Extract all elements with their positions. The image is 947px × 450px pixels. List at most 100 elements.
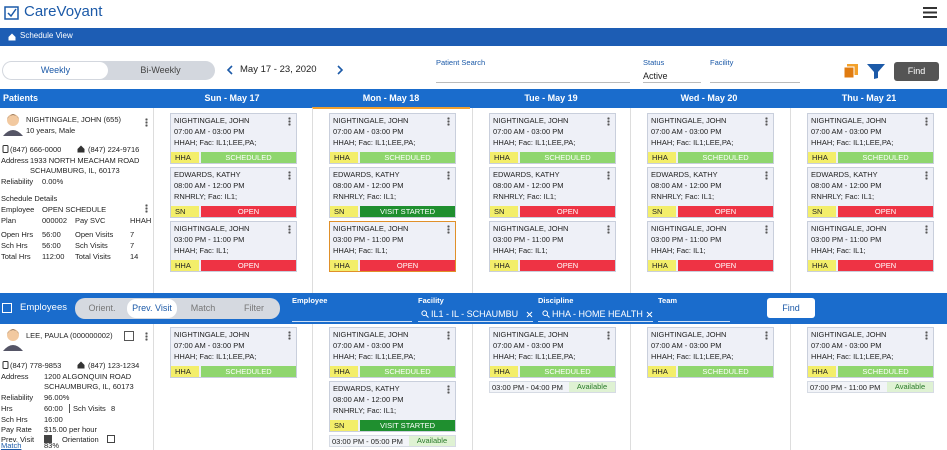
visit-card[interactable]: NIGHTINGALE, JOHN 07:00 AM - 03:00 PM HHAH… <box>807 113 934 164</box>
prev-visit-checkbox[interactable] <box>44 435 52 443</box>
more-menu[interactable] <box>145 332 148 341</box>
more-menu[interactable] <box>925 331 928 340</box>
field-label: Reliability <box>1 177 34 186</box>
find-button[interactable]: Find <box>894 62 939 81</box>
view-tab[interactable]: Bi-Weekly <box>140 65 181 75</box>
menu-icon[interactable] <box>922 6 938 19</box>
visit-info: RNHRLY; Fac: IL1; <box>493 192 557 201</box>
facility-value[interactable]: IL1 - IL - SCHAUMBU <box>431 309 519 319</box>
visit-info: HHAH; Fac: IL1;LEE,PA; <box>174 138 257 147</box>
column-divider <box>312 108 313 293</box>
more-menu[interactable] <box>447 117 450 126</box>
column-divider <box>472 324 473 450</box>
visit-card[interactable]: NIGHTINGALE, JOHN 07:00 AM - 03:00 PM HHAH… <box>807 327 934 378</box>
visit-time: 07:00 AM - 03:00 PM <box>811 127 882 136</box>
visit-card[interactable]: NIGHTINGALE, JOHN 03:00 PM - 11:00 PM HHAH… <box>807 221 934 272</box>
section-title: Employees <box>20 302 67 313</box>
employee-field[interactable] <box>292 321 412 322</box>
visit-card[interactable]: NIGHTINGALE, JOHN 07:00 AM - 03:00 PM HHAH… <box>170 113 297 164</box>
more-menu[interactable] <box>288 331 291 340</box>
more-menu[interactable] <box>288 225 291 234</box>
date-range: May 17 - 23, 2020 <box>240 64 317 75</box>
home-icon <box>77 361 85 369</box>
status-value[interactable]: Active <box>643 71 668 81</box>
discipline: HHA <box>171 366 199 377</box>
search-field[interactable] <box>436 82 630 83</box>
more-menu[interactable] <box>447 171 450 180</box>
view-tab[interactable]: Weekly <box>3 62 108 79</box>
employee-tab[interactable]: Match <box>190 303 216 313</box>
availability[interactable]: 03:00 PM - 04:00 PM Available <box>489 381 616 393</box>
column-divider <box>630 324 631 450</box>
visit-card[interactable]: NIGHTINGALE, JOHN 07:00 AM - 03:00 PM HHAH… <box>489 113 616 164</box>
discipline: HHA <box>808 152 836 163</box>
visit-name: EDWARDS, KATHY <box>811 170 878 179</box>
visit-card[interactable]: EDWARDS, KATHY 08:00 AM - 12:00 PM RNHRLY;… <box>329 381 456 432</box>
employee-checkbox[interactable] <box>2 303 12 313</box>
employee-tab[interactable]: Orient. <box>88 303 116 313</box>
visit-card[interactable]: EDWARDS, KATHY 08:00 AM - 12:00 PM RNHRLY;… <box>647 167 774 218</box>
employee-tab[interactable]: Filter <box>244 303 264 313</box>
detail-value: 112:00 <box>42 252 65 261</box>
visit-card[interactable]: EDWARDS, KATHY 08:00 AM - 12:00 PM RNHRLY;… <box>489 167 616 218</box>
more-menu[interactable] <box>447 225 450 234</box>
more-menu[interactable] <box>925 171 928 180</box>
more-menu[interactable] <box>765 331 768 340</box>
visit-card[interactable]: NIGHTINGALE, JOHN 07:00 AM - 03:00 PM HHAH… <box>489 327 616 378</box>
discipline-value[interactable]: HHA - HOME HEALTH <box>552 309 643 319</box>
visit-card[interactable]: NIGHTINGALE, JOHN 03:00 PM - 11:00 PM HHAH… <box>329 221 456 272</box>
match-link[interactable]: Match <box>1 441 22 450</box>
avatar <box>2 327 24 351</box>
visit-card[interactable]: NIGHTINGALE, JOHN 07:00 AM - 03:00 PM HHAH… <box>647 327 774 378</box>
orientation-checkbox[interactable] <box>107 435 115 443</box>
visit-card[interactable]: NIGHTINGALE, JOHN 03:00 PM - 11:00 PM HHAH… <box>647 221 774 272</box>
more-menu[interactable] <box>145 204 148 213</box>
detail-label: Plan <box>1 216 17 225</box>
discipline: SN <box>330 206 358 217</box>
more-menu[interactable] <box>765 117 768 126</box>
availability[interactable]: 07:00 PM - 11:00 PM Available <box>807 381 934 393</box>
visit-card[interactable]: EDWARDS, KATHY 08:00 AM - 12:00 PM RNHRLY;… <box>170 167 297 218</box>
more-menu[interactable] <box>447 385 450 394</box>
more-menu[interactable] <box>447 331 450 340</box>
more-menu[interactable] <box>607 225 610 234</box>
copy-icon[interactable] <box>843 63 859 79</box>
find-button[interactable]: Find <box>767 298 815 318</box>
more-menu[interactable] <box>607 171 610 180</box>
employee-select[interactable] <box>124 331 134 341</box>
visit-card[interactable]: NIGHTINGALE, JOHN 07:00 AM - 03:00 PM HHAH… <box>329 327 456 378</box>
more-menu[interactable] <box>925 117 928 126</box>
more-menu[interactable] <box>288 171 291 180</box>
visit-card[interactable]: EDWARDS, KATHY 08:00 AM - 12:00 PM RNHRLY;… <box>329 167 456 218</box>
field-label: Address <box>1 372 29 381</box>
visit-name: EDWARDS, KATHY <box>333 170 400 179</box>
more-menu[interactable] <box>607 331 610 340</box>
visit-status: OPEN <box>520 260 615 271</box>
visit-card[interactable]: NIGHTINGALE, JOHN 07:00 AM - 03:00 PM HHAH… <box>647 113 774 164</box>
visit-card[interactable]: NIGHTINGALE, JOHN 03:00 PM - 11:00 PM HHAH… <box>170 221 297 272</box>
next-week[interactable] <box>336 65 344 75</box>
visit-card[interactable]: NIGHTINGALE, JOHN 03:00 PM - 11:00 PM HHAH… <box>489 221 616 272</box>
visit-card[interactable]: NIGHTINGALE, JOHN 07:00 AM - 03:00 PM HHAH… <box>170 327 297 378</box>
employee-tab[interactable]: Prev. Visit <box>127 299 177 318</box>
visit-status: SCHEDULED <box>360 366 455 377</box>
match-value: 83% <box>44 441 60 450</box>
visit-card[interactable]: NIGHTINGALE, JOHN 07:00 AM - 03:00 PM HHAH… <box>329 113 456 164</box>
visit-info: RNHRLY; Fac: IL1; <box>333 406 397 415</box>
visit-time: 07:00 AM - 03:00 PM <box>811 341 882 350</box>
visit-card[interactable]: EDWARDS, KATHY 08:00 AM - 12:00 PM RNHRLY;… <box>807 167 934 218</box>
visit-info: RNHRLY; Fac: IL1; <box>174 192 238 201</box>
phone-icon <box>2 145 9 153</box>
more-menu[interactable] <box>145 118 148 127</box>
more-menu[interactable] <box>765 225 768 234</box>
filter-icon[interactable] <box>866 62 886 80</box>
team-field[interactable] <box>658 321 730 322</box>
prev-week[interactable] <box>226 65 234 75</box>
more-menu[interactable] <box>288 117 291 126</box>
more-menu[interactable] <box>765 171 768 180</box>
more-menu[interactable] <box>607 117 610 126</box>
visit-status: OPEN <box>360 260 455 271</box>
more-menu[interactable] <box>925 225 928 234</box>
facility-field[interactable] <box>710 82 800 83</box>
availability[interactable]: 03:00 PM - 05:00 PM Available <box>329 435 456 447</box>
